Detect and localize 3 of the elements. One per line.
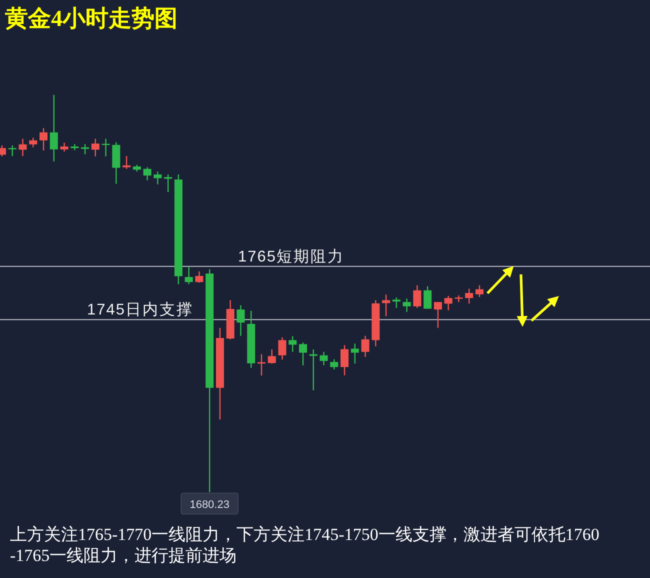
low-label: 1680.23 xyxy=(180,492,239,515)
annotation: 1680.23 xyxy=(190,499,230,512)
title: 黄金4小时走势图 xyxy=(5,6,178,31)
